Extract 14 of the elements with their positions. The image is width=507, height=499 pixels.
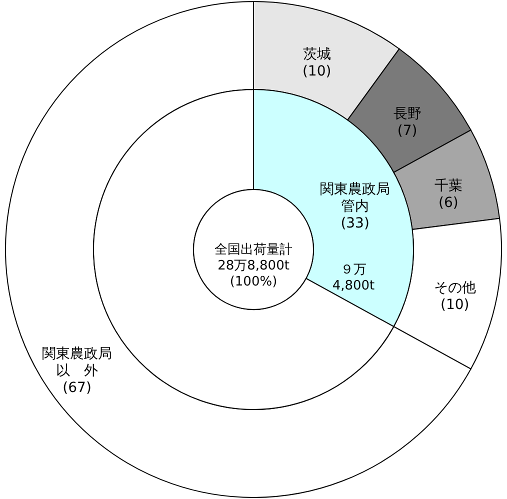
slice-label: 関東農政局以 外 bbox=[42, 346, 112, 379]
data-label: (6) bbox=[438, 195, 458, 212]
data-label: (10) bbox=[302, 64, 332, 80]
data-label: (67) bbox=[62, 380, 92, 396]
data-label: (10) bbox=[440, 296, 470, 313]
data-label: (33) bbox=[340, 215, 370, 232]
text: 全国出荷量計 28万8,800t (100%) bbox=[214, 242, 292, 290]
data-label: (7) bbox=[397, 122, 418, 139]
text: ９万 4,800t bbox=[332, 262, 375, 294]
slice-label: 千葉 bbox=[434, 178, 462, 194]
slice-label: 関東農政局管内 bbox=[320, 181, 390, 214]
slice-label: 長野 bbox=[393, 106, 422, 122]
slice-label: 茨城 bbox=[302, 46, 331, 63]
slice-label: その他 bbox=[434, 280, 476, 296]
